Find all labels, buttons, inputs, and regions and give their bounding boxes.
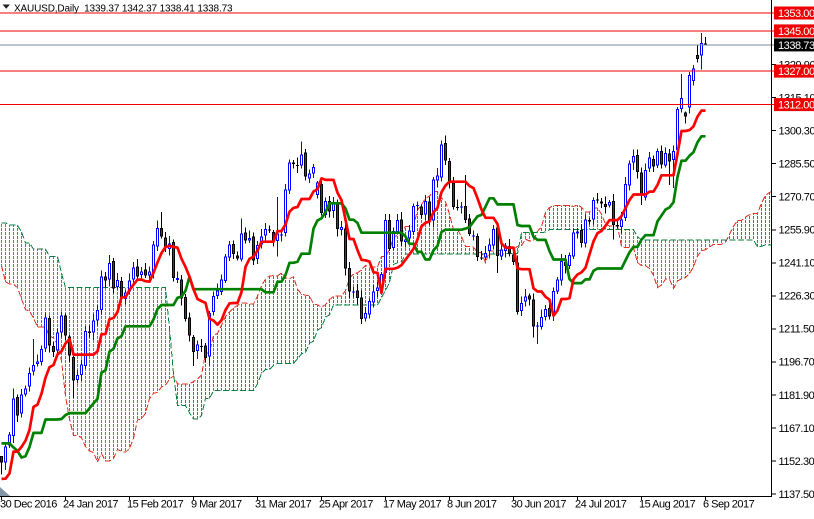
svg-text:30 Jun 2017: 30 Jun 2017 (511, 499, 566, 511)
svg-text:8 Jun 2017: 8 Jun 2017 (447, 499, 497, 511)
svg-text:30 Dec 2016: 30 Dec 2016 (0, 499, 57, 511)
svg-text:1241.10: 1241.10 (779, 258, 814, 270)
svg-text:15 Aug 2017: 15 Aug 2017 (639, 499, 696, 511)
svg-text:31 Mar 2017: 31 Mar 2017 (255, 499, 312, 511)
svg-text:1152.30: 1152.30 (779, 456, 814, 468)
svg-text:25 Apr 2017: 25 Apr 2017 (319, 499, 373, 511)
svg-text:1327.00: 1327.00 (778, 66, 814, 78)
svg-text:1255.90: 1255.90 (779, 225, 814, 237)
svg-text:1196.70: 1196.70 (779, 357, 814, 369)
svg-text:1285.50: 1285.50 (779, 159, 814, 171)
svg-text:1181.90: 1181.90 (779, 390, 814, 402)
svg-text:1312.00: 1312.00 (778, 100, 814, 112)
svg-text:24 Jul 2017: 24 Jul 2017 (575, 499, 627, 511)
svg-text:1137.50: 1137.50 (779, 489, 814, 501)
svg-text:1353.00: 1353.00 (778, 8, 814, 20)
svg-text:24 Jan 2017: 24 Jan 2017 (63, 499, 118, 511)
svg-text:9 Mar 2017: 9 Mar 2017 (191, 499, 242, 511)
svg-text:1338.73: 1338.73 (778, 40, 814, 52)
svg-text:17 May 2017: 17 May 2017 (383, 499, 441, 511)
svg-text:15 Feb 2017: 15 Feb 2017 (127, 499, 184, 511)
svg-text:6 Sep 2017: 6 Sep 2017 (703, 499, 755, 511)
svg-text:1345.00: 1345.00 (778, 26, 814, 38)
svg-text:1167.10: 1167.10 (779, 423, 814, 435)
svg-text:1270.70: 1270.70 (779, 192, 814, 204)
svg-text:1226.30: 1226.30 (779, 291, 814, 303)
svg-text:1300.30: 1300.30 (779, 126, 814, 138)
svg-text:XAUUSD,Daily 1339.37 1342.37: XAUUSD,Daily 1339.37 1342.37 1338.41 133… (14, 4, 233, 15)
svg-text:1211.50: 1211.50 (779, 324, 814, 336)
